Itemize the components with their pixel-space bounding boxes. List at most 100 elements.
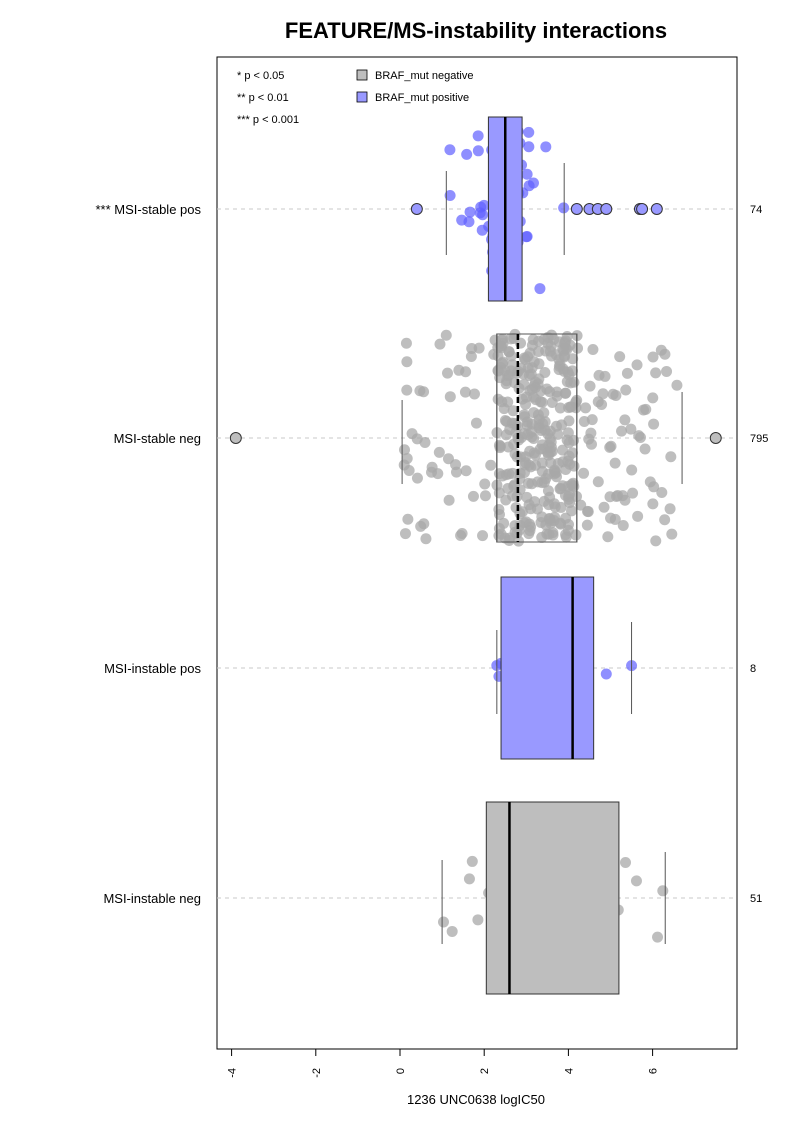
data-point (548, 498, 560, 510)
data-point (544, 446, 556, 458)
data-point (456, 214, 468, 226)
data-point (531, 503, 543, 515)
data-point (633, 430, 645, 442)
outlier-point (650, 203, 663, 215)
data-point (598, 501, 610, 513)
group-label: *** MSI-stable pos (96, 202, 202, 217)
data-point (520, 391, 532, 403)
outlier-point (709, 432, 722, 444)
data-point (528, 380, 540, 392)
data-point (401, 356, 413, 368)
data-point (523, 126, 535, 138)
data-point (443, 494, 455, 506)
data-point (638, 404, 650, 416)
data-point (402, 513, 414, 525)
data-point (468, 388, 480, 400)
data-point (639, 443, 651, 455)
data-point (540, 141, 552, 153)
data-point (499, 415, 511, 427)
data-point (446, 925, 458, 937)
data-point (566, 480, 578, 492)
data-point (625, 423, 637, 435)
data-point (399, 528, 411, 540)
data-point (587, 343, 599, 355)
data-point (406, 428, 418, 440)
data-point (534, 283, 546, 295)
outlier-point (636, 203, 649, 215)
data-point (500, 429, 512, 441)
data-point (518, 517, 530, 529)
data-point (546, 350, 558, 362)
data-point (647, 392, 659, 404)
legend-sig-1: * p < 0.05 (237, 70, 284, 82)
data-point (492, 393, 504, 405)
data-point (420, 533, 432, 545)
data-point (440, 329, 452, 341)
chart-title: FEATURE/MS-instability interactions (285, 18, 667, 43)
data-point (581, 505, 593, 517)
data-point (581, 519, 593, 531)
data-point (519, 411, 531, 423)
data-point (602, 531, 614, 543)
data-point (444, 391, 456, 403)
data-point (563, 369, 575, 381)
box-body (500, 576, 595, 760)
data-point (647, 351, 659, 363)
data-point (563, 518, 575, 530)
box-plots (401, 116, 683, 995)
data-point (466, 855, 478, 867)
group-count: 74 (750, 204, 762, 216)
data-point (434, 338, 446, 350)
data-point (565, 401, 577, 413)
data-point (523, 180, 535, 192)
data-point (614, 351, 626, 363)
data-point (495, 340, 507, 352)
x-tick-label: 4 (563, 1068, 575, 1074)
data-point (496, 470, 508, 482)
data-point (563, 450, 575, 462)
data-point (526, 418, 538, 430)
group-count: 795 (750, 433, 768, 445)
data-point (630, 875, 642, 887)
data-point (464, 206, 476, 218)
data-point (502, 483, 514, 495)
data-point (659, 514, 671, 526)
data-point (592, 476, 604, 488)
data-point (525, 368, 537, 380)
data-point (524, 445, 536, 457)
data-point (459, 386, 471, 398)
data-point (671, 379, 683, 391)
data-point (542, 331, 554, 343)
data-point (612, 490, 624, 502)
data-point (661, 365, 673, 377)
data-point (563, 415, 575, 427)
legend-swatch-positive (356, 91, 368, 103)
data-point (644, 476, 656, 488)
group-labels: *** MSI-stable pos 74 MSI-stable neg 795 MSI… (96, 202, 769, 906)
data-point (450, 459, 462, 471)
data-point (453, 364, 465, 376)
x-axis: -4 -2 0 2 4 6 (227, 1048, 660, 1078)
legend-sig-2: ** p < 0.01 (237, 92, 289, 104)
data-point (620, 857, 632, 869)
data-point (650, 367, 662, 379)
data-point (523, 141, 535, 153)
outlier-point (570, 203, 583, 215)
data-point (539, 424, 551, 436)
data-point (551, 386, 563, 398)
x-tick-label: 0 (395, 1068, 407, 1074)
data-point (521, 168, 533, 180)
data-point (444, 144, 456, 156)
x-tick-label: 2 (479, 1068, 491, 1074)
data-point (554, 358, 566, 370)
x-tick-label: -2 (311, 1068, 323, 1078)
data-point (652, 931, 664, 943)
data-point (521, 491, 533, 503)
data-point (655, 344, 667, 356)
data-point (552, 457, 564, 469)
data-point (441, 367, 453, 379)
data-point (530, 459, 542, 471)
data-point (540, 472, 552, 484)
data-point (536, 439, 548, 451)
